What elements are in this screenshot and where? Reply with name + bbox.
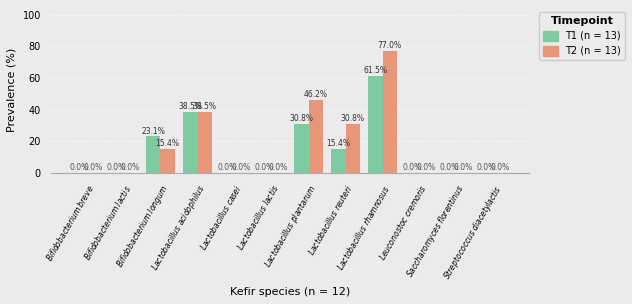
Text: 46.2%: 46.2% — [303, 90, 327, 99]
Bar — [331, 149, 346, 173]
Legend: T1 (n = 13), T2 (n = 13): T1 (n = 13), T2 (n = 13) — [539, 12, 625, 60]
Bar — [183, 112, 197, 173]
Text: 0.0%: 0.0% — [403, 163, 422, 172]
Text: 0.0%: 0.0% — [255, 163, 274, 172]
Bar — [197, 112, 212, 173]
Text: 0.0%: 0.0% — [107, 163, 126, 172]
Bar — [368, 76, 382, 173]
Text: 15.4%: 15.4% — [155, 139, 179, 148]
Text: 0.0%: 0.0% — [232, 163, 251, 172]
Bar — [308, 100, 322, 173]
Text: 30.8%: 30.8% — [341, 114, 365, 123]
Y-axis label: Prevalence (%): Prevalence (%) — [7, 48, 17, 132]
Text: 0.0%: 0.0% — [477, 163, 496, 172]
Text: 0.0%: 0.0% — [84, 163, 103, 172]
Bar — [161, 149, 174, 173]
Text: 0.0%: 0.0% — [269, 163, 288, 172]
Text: 0.0%: 0.0% — [417, 163, 436, 172]
Text: 38.5%: 38.5% — [193, 102, 217, 111]
X-axis label: Kefir species (n = 12): Kefir species (n = 12) — [230, 287, 350, 297]
Text: 30.8%: 30.8% — [289, 114, 313, 123]
Bar — [147, 136, 161, 173]
Text: 23.1%: 23.1% — [142, 126, 166, 136]
Text: 0.0%: 0.0% — [440, 163, 459, 172]
Text: 0.0%: 0.0% — [491, 163, 510, 172]
Text: 0.0%: 0.0% — [218, 163, 237, 172]
Text: 0.0%: 0.0% — [454, 163, 473, 172]
Text: 77.0%: 77.0% — [377, 41, 401, 50]
Text: 61.5%: 61.5% — [363, 66, 387, 75]
Bar — [295, 124, 308, 173]
Text: 0.0%: 0.0% — [121, 163, 140, 172]
Text: 0.0%: 0.0% — [70, 163, 89, 172]
Bar — [382, 51, 397, 173]
Text: 15.4%: 15.4% — [327, 139, 351, 148]
Bar — [346, 124, 360, 173]
Text: 38.5%: 38.5% — [178, 102, 202, 111]
